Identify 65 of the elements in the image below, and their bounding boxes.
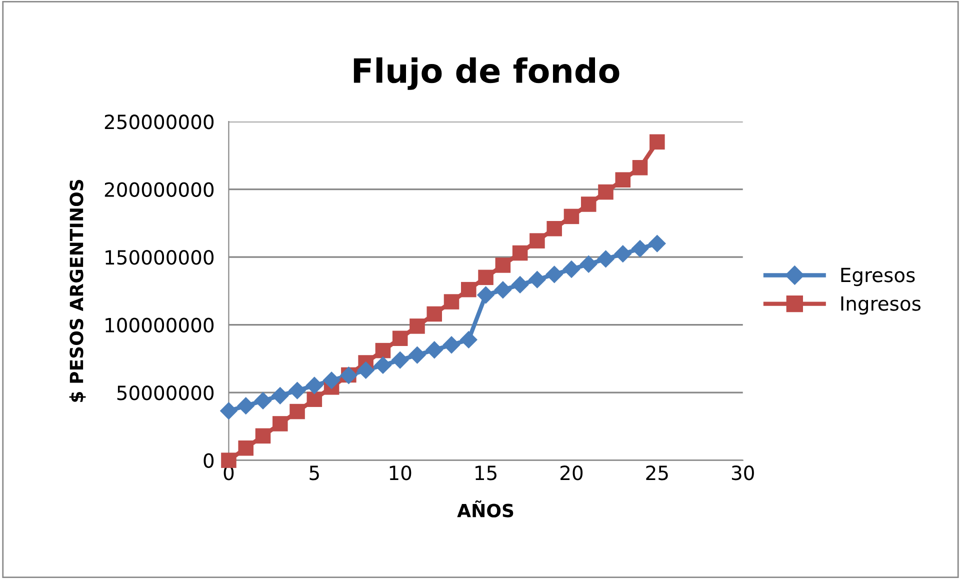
point	[238, 440, 254, 456]
point	[356, 361, 375, 380]
point	[410, 318, 425, 334]
point	[461, 282, 476, 298]
legend-label: Ingresos	[841, 296, 921, 315]
point	[306, 376, 324, 394]
point	[391, 351, 409, 369]
point	[460, 330, 478, 349]
y-tick-label: 200000000	[104, 182, 214, 197]
point	[444, 294, 460, 310]
point	[580, 196, 596, 212]
point	[631, 240, 649, 258]
point	[375, 342, 391, 358]
y-tick-label: 0	[204, 453, 214, 468]
point	[530, 233, 545, 248]
point	[596, 250, 615, 268]
point	[288, 382, 306, 400]
point	[650, 134, 665, 150]
point	[426, 306, 442, 322]
point	[408, 346, 426, 364]
y-tick-label: 250000000	[104, 114, 214, 130]
x-tick-label: 10	[390, 466, 412, 480]
point	[528, 270, 546, 288]
point	[495, 258, 511, 273]
y-tick-label: 100000000	[106, 318, 214, 332]
point	[598, 184, 614, 200]
point	[632, 160, 648, 176]
point	[478, 270, 494, 286]
point	[580, 255, 598, 273]
point	[511, 276, 529, 294]
x-tick-label: 5	[310, 466, 319, 480]
x-tick-label: 25	[646, 466, 668, 480]
point	[271, 386, 289, 405]
point	[615, 172, 631, 188]
point	[512, 245, 528, 261]
point	[648, 234, 666, 252]
point	[306, 392, 322, 407]
point	[255, 428, 271, 444]
point	[392, 330, 408, 346]
y-tick-label: 50000000	[117, 386, 214, 400]
x-tick-label: 15	[476, 466, 496, 480]
point	[272, 416, 288, 432]
point	[426, 341, 444, 359]
point	[442, 336, 460, 354]
legend-label: Egresos	[841, 268, 915, 286]
point	[374, 356, 392, 374]
x-tick-label: 30	[732, 466, 754, 480]
x-tick-label: 20	[560, 466, 583, 480]
point	[237, 397, 255, 415]
y-axis-title: $ PESOS ARGENTINOS	[69, 180, 86, 402]
point	[476, 286, 495, 304]
point	[220, 402, 238, 420]
point	[564, 208, 580, 224]
point	[221, 452, 236, 468]
x-axis-title: AÑOS	[457, 500, 514, 518]
point	[494, 281, 512, 299]
point	[290, 404, 305, 420]
chart-title: Flujo de fondo	[354, 57, 620, 90]
point	[614, 244, 632, 263]
point	[322, 372, 340, 390]
y-tick-label: 150000000	[106, 250, 214, 265]
point	[562, 260, 580, 278]
point	[546, 220, 562, 236]
point	[254, 392, 272, 410]
point	[546, 266, 564, 284]
